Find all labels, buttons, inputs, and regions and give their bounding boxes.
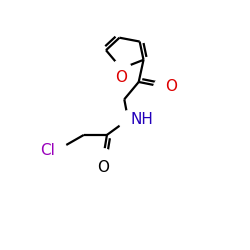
Text: Cl: Cl <box>40 143 55 158</box>
Text: O: O <box>165 79 177 94</box>
Text: O: O <box>116 70 128 86</box>
Text: NH: NH <box>130 112 153 127</box>
Text: O: O <box>97 160 109 175</box>
